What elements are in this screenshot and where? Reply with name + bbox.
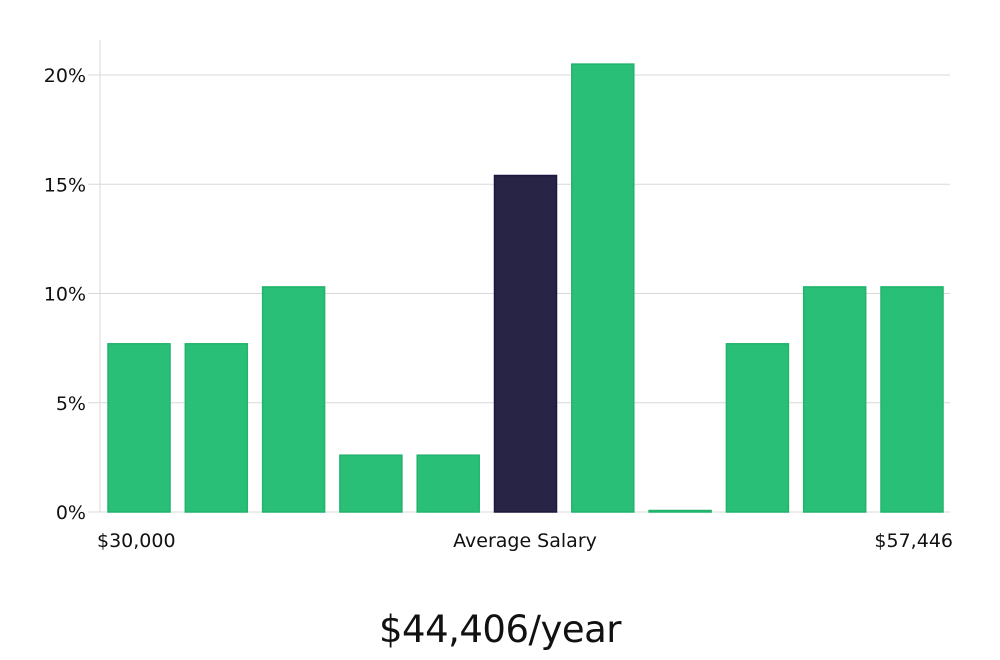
bars: [107, 63, 944, 513]
y-tick-label: 15%: [44, 174, 86, 196]
x-max-label: $57,446: [874, 530, 953, 552]
y-axis: 0% 5% 10% 15% 20%: [44, 65, 100, 524]
bar: [339, 454, 403, 513]
bar: [416, 454, 480, 513]
bar: [261, 286, 326, 513]
bar: [802, 286, 867, 513]
y-tick-label: 10%: [44, 284, 86, 306]
average-salary-headline: $44,406/year: [378, 608, 622, 651]
bar: [571, 63, 635, 513]
bar: [184, 343, 249, 513]
y-tick-label: 0%: [56, 502, 86, 524]
y-tick-label: 20%: [44, 65, 86, 87]
bar: [648, 509, 712, 513]
y-tick-label: 5%: [56, 393, 86, 415]
x-min-label: $30,000: [97, 530, 176, 552]
bar: [725, 343, 790, 513]
bar-highlighted: [493, 174, 558, 513]
bar: [880, 286, 944, 513]
x-center-label: Average Salary: [453, 530, 597, 552]
bar: [107, 343, 171, 513]
